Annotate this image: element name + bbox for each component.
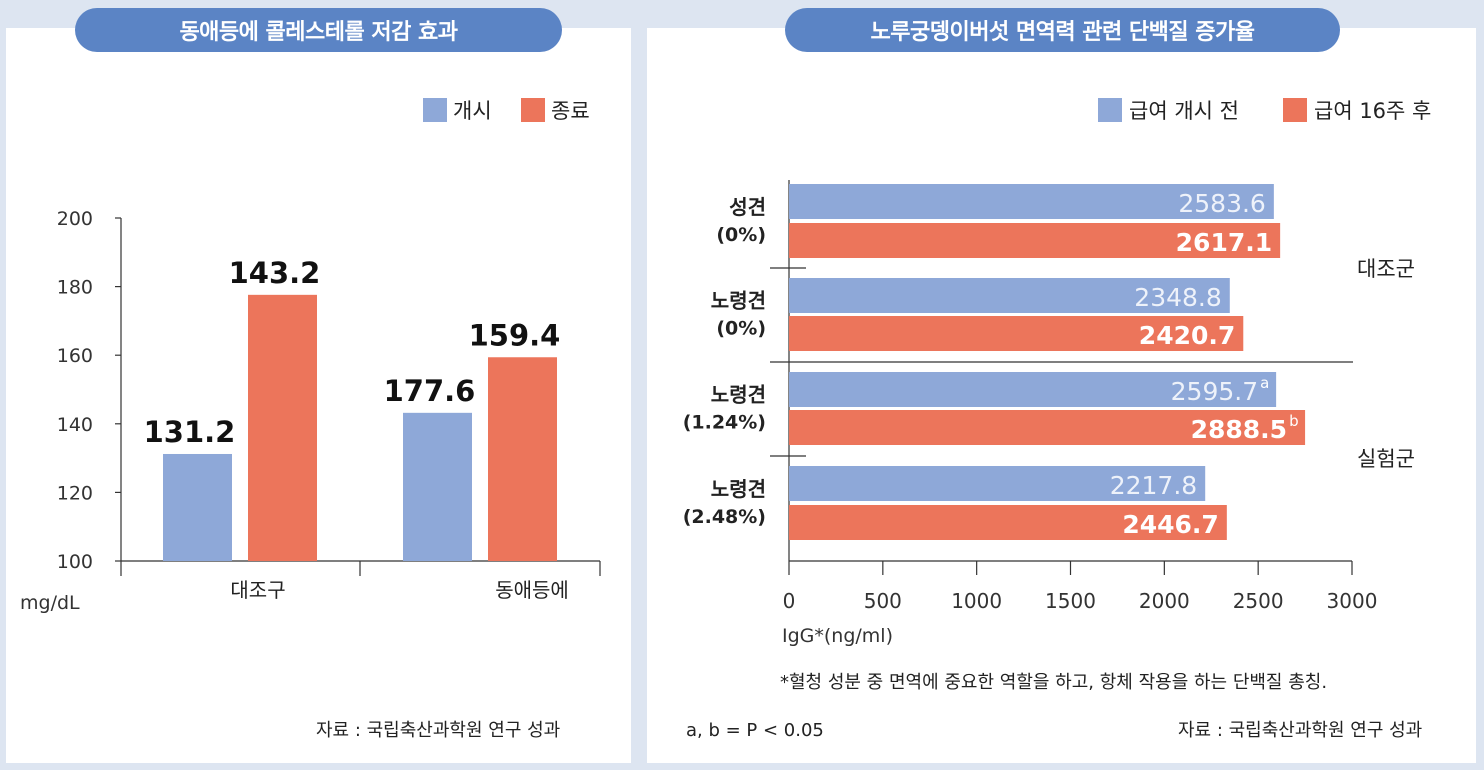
data-label: 131.2 xyxy=(144,415,236,449)
bar xyxy=(248,294,317,561)
bar xyxy=(789,184,1274,219)
data-label: 2217.8 xyxy=(1110,471,1197,500)
data-label: 2583.6 xyxy=(1178,189,1265,218)
data-label: 177.6 xyxy=(384,374,476,408)
x-tick-label: 0 xyxy=(783,589,796,613)
category-label: 대조구 xyxy=(230,578,285,602)
significance-superscript: b xyxy=(1289,412,1299,430)
legend-label: 급여 16주 후 xyxy=(1314,99,1431,123)
bar xyxy=(789,466,1206,501)
right-source-note: 자료 : 국립축산과학원 연구 성과 xyxy=(1178,720,1423,741)
bar xyxy=(789,278,1230,313)
data-label: 2595.7 xyxy=(1171,377,1258,406)
data-label: 2617.1 xyxy=(1176,228,1272,257)
y-tick-label: 100 xyxy=(57,551,93,573)
group-label: 실험군 xyxy=(1357,447,1415,471)
significance-superscript: a xyxy=(1260,374,1269,392)
bar xyxy=(163,453,232,561)
y-tick-label: 180 xyxy=(57,277,93,299)
legend-swatch xyxy=(521,98,545,122)
y-tick-label: 140 xyxy=(57,414,93,436)
x-tick-label: 1000 xyxy=(951,589,1002,613)
x-tick-label: 2000 xyxy=(1139,589,1190,613)
y-tick-label: 160 xyxy=(57,345,93,367)
bar xyxy=(789,410,1306,445)
category-label: (2.48%) xyxy=(683,506,766,528)
legend-label: 개시 xyxy=(453,99,492,123)
category-label: (1.24%) xyxy=(683,412,766,434)
legend-swatch xyxy=(423,98,447,122)
category-label: 동애등에 xyxy=(495,578,569,602)
bar xyxy=(403,412,472,561)
bar xyxy=(789,316,1244,351)
bar xyxy=(789,372,1277,407)
bar xyxy=(789,505,1227,540)
x-axis-label: IgG*(ng/ml) xyxy=(782,625,893,647)
significance-note: a, b = P < 0.05 xyxy=(686,720,824,741)
bar xyxy=(488,357,557,561)
y-tick-label: 120 xyxy=(57,482,93,504)
legend-label: 종료 xyxy=(551,99,590,123)
left-chart-title: 동애등에 콜레스테롤 저감 효과 xyxy=(75,8,562,52)
category-label: 노령견 xyxy=(711,289,766,313)
legend-swatch xyxy=(1098,98,1122,122)
group-label: 대조군 xyxy=(1357,257,1415,281)
data-label: 2420.7 xyxy=(1139,321,1235,350)
category-label: 성견 xyxy=(729,195,766,219)
legend-label: 급여 개시 전 xyxy=(1129,99,1239,123)
right-chart-title: 노루궁뎅이버섯 면역력 관련 단백질 증가율 xyxy=(785,8,1340,52)
category-label: 노령견 xyxy=(711,477,766,501)
data-label: 2446.7 xyxy=(1122,510,1218,539)
y-axis-unit: mg/dL xyxy=(20,592,80,614)
x-tick-label: 500 xyxy=(864,589,902,613)
data-label: 159.4 xyxy=(469,318,561,352)
category-label: 노령견 xyxy=(711,383,766,407)
right-footnote: *혈청 성분 중 면역에 중요한 역할을 하고, 항체 작용을 하는 단백질 총… xyxy=(780,672,1328,693)
category-label: (0%) xyxy=(716,318,766,340)
x-tick-label: 1500 xyxy=(1045,589,1096,613)
left-source-note: 자료 : 국립축산과학원 연구 성과 xyxy=(316,720,561,741)
legend-swatch xyxy=(1283,98,1307,122)
x-tick-label: 3000 xyxy=(1327,589,1378,613)
x-tick-label: 2500 xyxy=(1233,589,1284,613)
data-label: 2348.8 xyxy=(1134,283,1221,312)
category-label: (0%) xyxy=(716,224,766,246)
bar xyxy=(789,223,1281,258)
y-tick-label: 200 xyxy=(57,208,93,230)
data-label: 143.2 xyxy=(229,256,321,290)
data-label: 2888.5 xyxy=(1191,415,1287,444)
